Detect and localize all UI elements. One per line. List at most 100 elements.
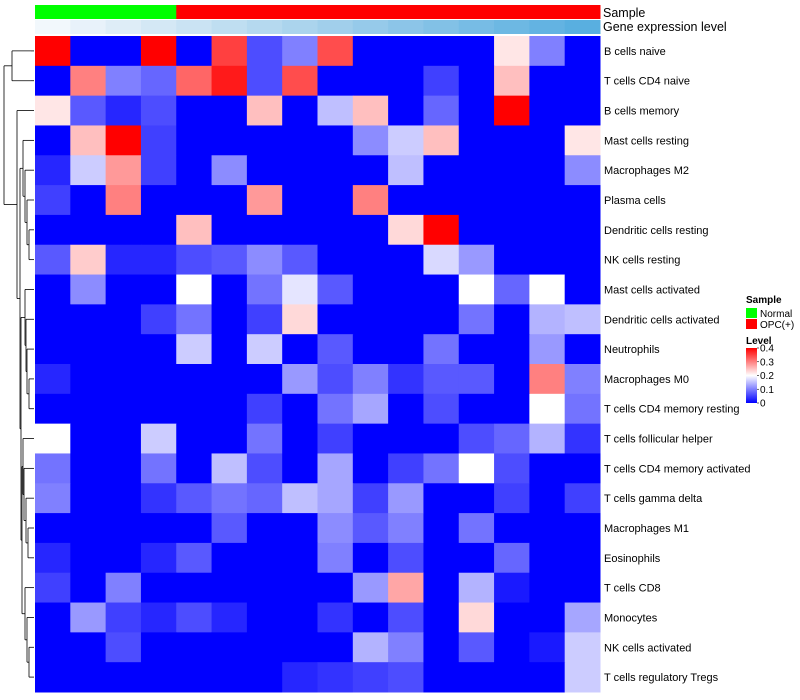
row-label: T cells follicular helper	[604, 434, 713, 446]
gene-annotation-cell	[140, 20, 177, 34]
heatmap-cell	[282, 155, 318, 186]
heatmap-cell	[529, 513, 566, 544]
heatmap-cell	[564, 364, 601, 395]
heatmap-cell	[70, 334, 107, 365]
heatmap-cell	[458, 334, 495, 365]
heatmap-cell	[246, 244, 283, 276]
heatmap-cell	[70, 513, 107, 544]
heatmap-cell	[246, 393, 283, 425]
heatmap-cell	[105, 214, 142, 246]
heatmap-cell	[282, 542, 318, 574]
heatmap-cell	[388, 513, 424, 544]
heatmap-cell	[494, 65, 530, 97]
heatmap-cell	[35, 662, 71, 693]
heatmap-cell	[317, 36, 354, 67]
heatmap-cell	[176, 513, 213, 544]
heatmap-cell	[176, 542, 213, 574]
heatmap-cell	[494, 364, 530, 395]
heatmap-cell	[70, 125, 107, 156]
sample-annotation-bar	[35, 5, 601, 19]
gene-annotation-cell	[564, 20, 601, 34]
heatmap-cell	[388, 602, 424, 633]
heatmap-cell	[105, 304, 142, 335]
heatmap-cell	[458, 453, 495, 484]
heatmap-cell	[423, 453, 460, 484]
heatmap-cell	[458, 185, 495, 216]
heatmap-cell	[564, 513, 601, 544]
gene-annotation-cell	[176, 20, 213, 34]
heatmap-cell	[352, 542, 389, 574]
heatmap-cell	[105, 632, 142, 663]
heatmap-cell	[529, 393, 566, 425]
heatmap-cell	[246, 304, 283, 335]
heatmap-cell	[564, 185, 601, 216]
heatmap-cell	[140, 244, 177, 276]
gene-annotation-cell	[317, 20, 354, 34]
heatmap-cell	[352, 185, 389, 216]
heatmap-cell	[529, 542, 566, 574]
heatmap-cell	[140, 602, 177, 633]
heatmap-cell	[140, 95, 177, 126]
gene-annotation-cell	[211, 20, 248, 34]
sample-annotation-cell	[494, 5, 530, 19]
legend-tick-label: 0.3	[760, 357, 774, 368]
row-label: T cells regulatory Tregs	[604, 672, 719, 684]
heatmap-cell	[458, 602, 495, 633]
row-label: T cells gamma delta	[604, 493, 703, 505]
heatmap-cell	[211, 542, 248, 574]
row-label: Mast cells resting	[604, 135, 689, 147]
heatmap-cell	[176, 36, 213, 67]
heatmap-cell	[176, 662, 213, 693]
gene-annotation-cell	[529, 20, 566, 34]
heatmap-cell	[35, 602, 71, 633]
heatmap-cell	[388, 423, 424, 454]
heatmap-cell	[282, 185, 318, 216]
heatmap-cell	[564, 125, 601, 156]
heatmap-cell	[211, 423, 248, 454]
heatmap-cell	[317, 125, 354, 156]
row-label: Plasma cells	[604, 195, 666, 207]
sample-annotation-cell	[140, 5, 177, 19]
heatmap-cell	[70, 483, 107, 514]
heatmap-cell	[105, 662, 142, 693]
heatmap-cell	[35, 483, 71, 514]
heatmap-cell	[282, 632, 318, 663]
heatmap-cell	[211, 214, 248, 246]
heatmap-cell	[176, 214, 213, 246]
heatmap-cell	[140, 274, 177, 305]
sample-annotation-cell	[564, 5, 601, 19]
heatmap-cell	[211, 602, 248, 633]
gene-annotation-cell	[282, 20, 318, 34]
heatmap-cell	[140, 393, 177, 425]
heatmap-cell	[529, 125, 566, 156]
heatmap-cell	[388, 572, 424, 604]
heatmap-cell	[352, 334, 389, 365]
heatmap-cell	[70, 423, 107, 454]
level-color-bar	[746, 348, 757, 403]
heatmap-cell	[176, 274, 213, 305]
heatmap-cell	[282, 95, 318, 126]
heatmap-cell	[352, 602, 389, 633]
heatmap-cell	[494, 125, 530, 156]
heatmap-cell	[246, 602, 283, 633]
heatmap-cell	[211, 36, 248, 67]
legend-tick-label: 0.4	[760, 344, 774, 355]
heatmap-cell	[211, 334, 248, 365]
heatmap-cell	[352, 244, 389, 276]
legend-tick-label: 0.1	[760, 385, 774, 396]
heatmap-cell	[529, 244, 566, 276]
heatmap-cell	[458, 274, 495, 305]
heatmap-cell	[70, 542, 107, 574]
heatmap-cell	[140, 423, 177, 454]
heatmap-cell	[458, 36, 495, 67]
heatmap-cell	[176, 423, 213, 454]
row-label: T cells CD4 naive	[604, 76, 690, 88]
heatmap-cell	[246, 155, 283, 186]
heatmap-cell	[176, 185, 213, 216]
heatmap-cell	[282, 214, 318, 246]
heatmap-cell	[423, 185, 460, 216]
heatmap-cell	[529, 334, 566, 365]
heatmap-cell	[105, 244, 142, 276]
heatmap-cell	[352, 572, 389, 604]
heatmap-cell	[70, 95, 107, 126]
